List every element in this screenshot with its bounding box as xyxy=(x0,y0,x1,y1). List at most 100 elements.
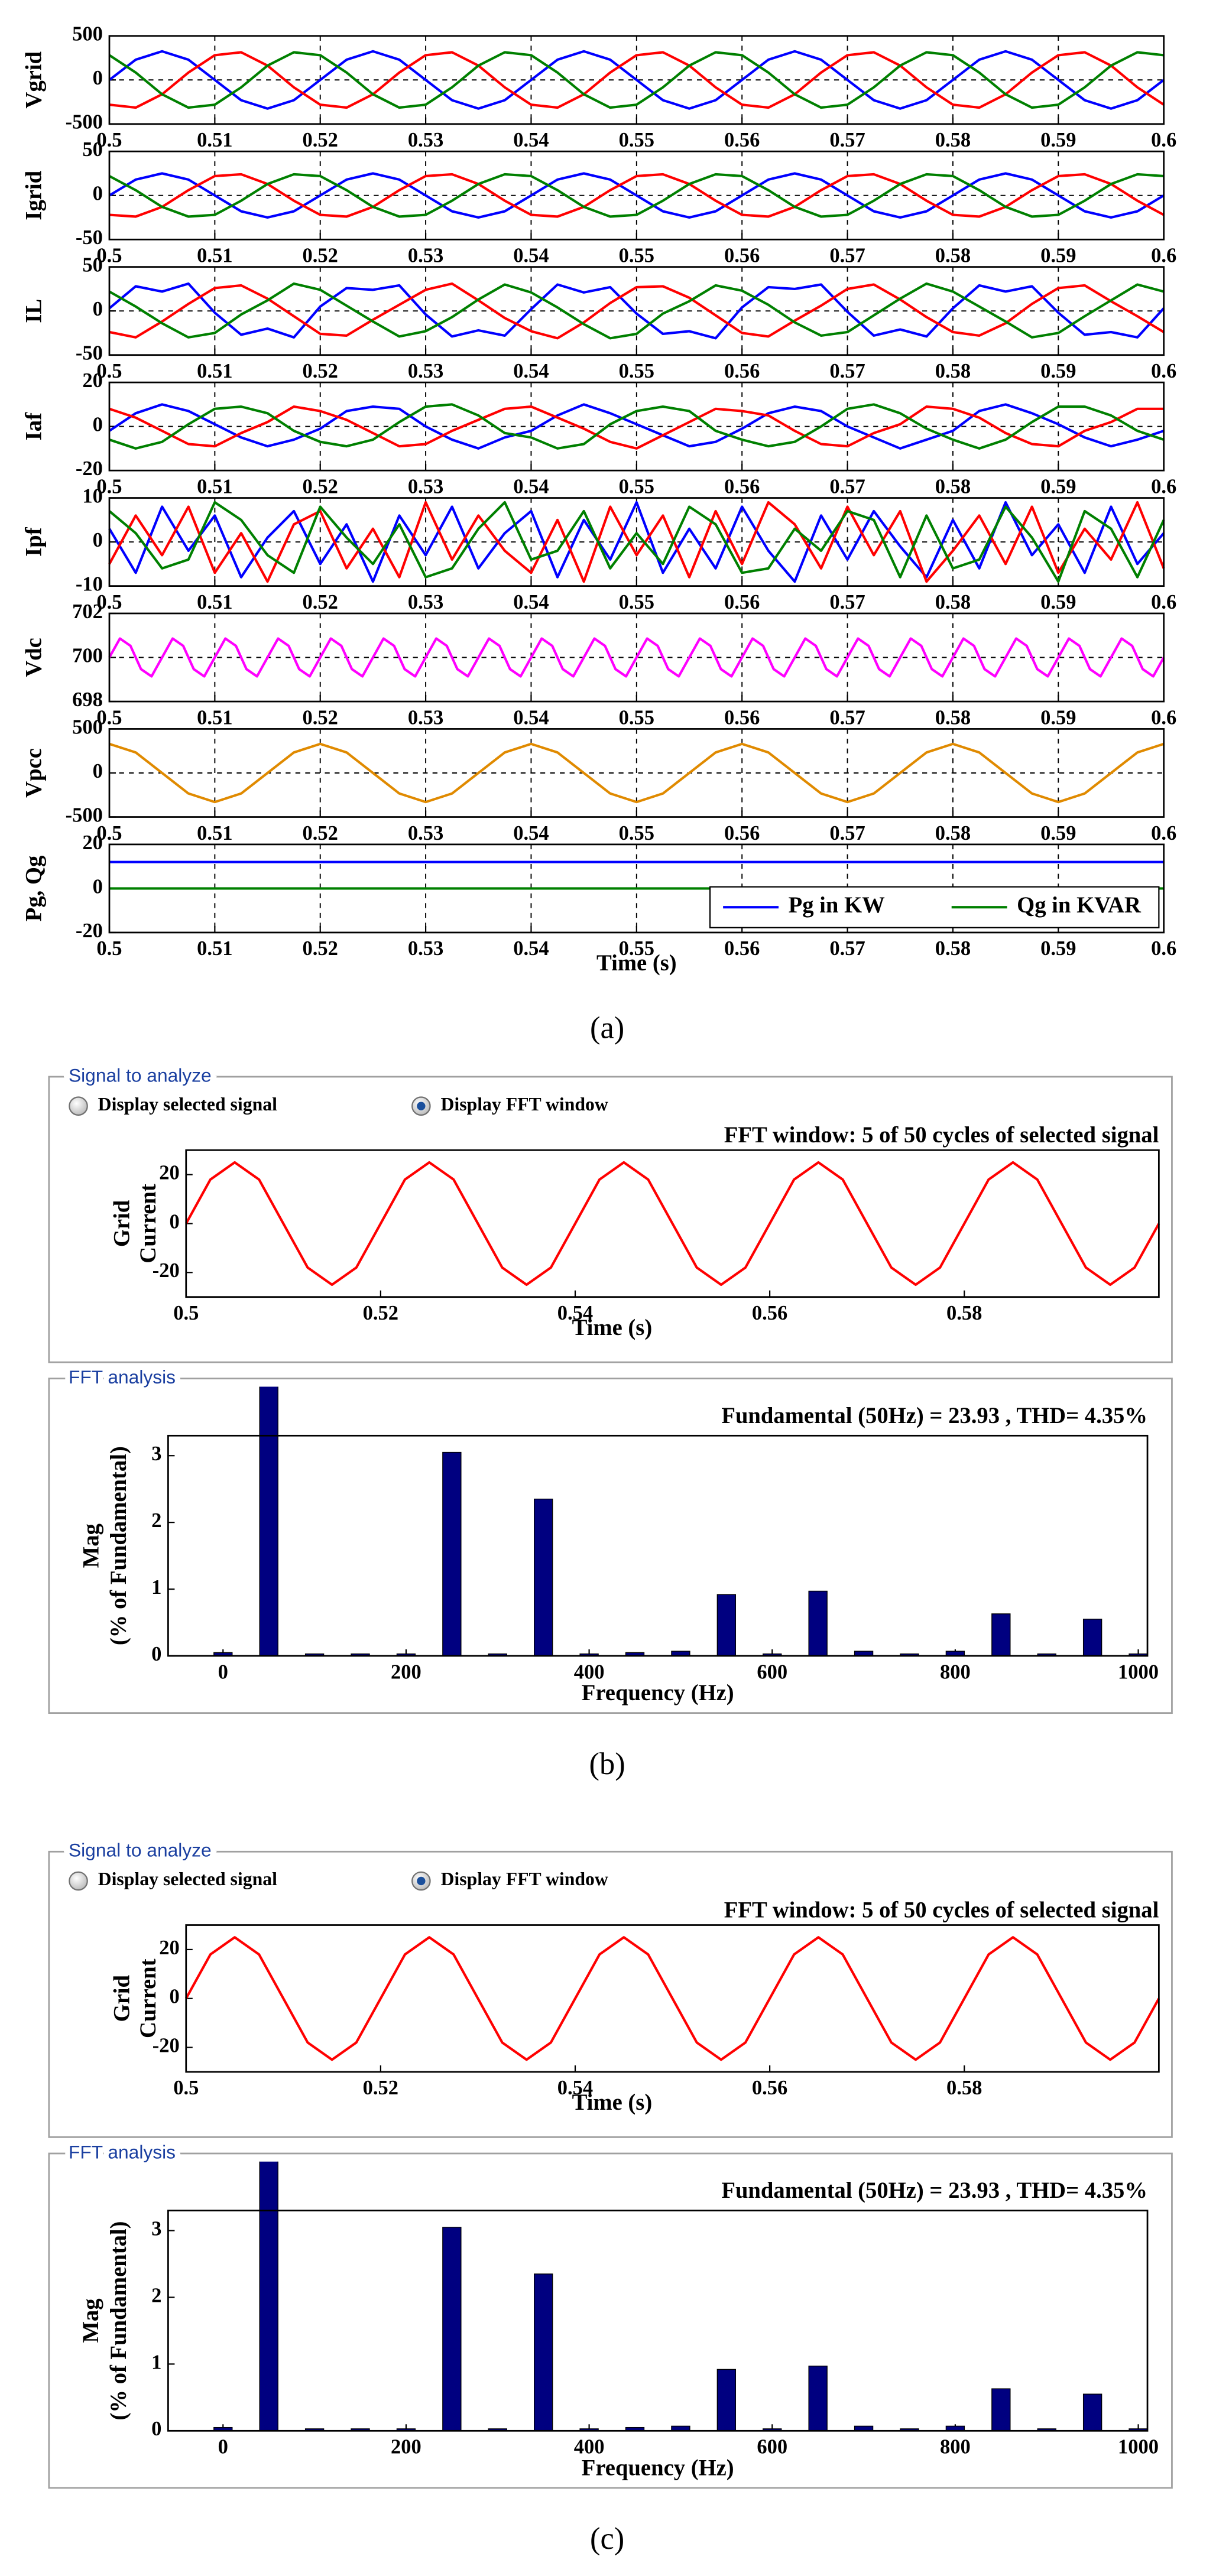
x-tick-label: 800 xyxy=(940,1661,971,1683)
bar xyxy=(808,2366,828,2431)
y-tick-label: 0 xyxy=(151,2418,161,2440)
x-tick-label: 0.57 xyxy=(829,360,865,382)
y-tick-label: 50 xyxy=(82,138,103,161)
series-line xyxy=(108,50,1165,110)
x-tick-label: 0.54 xyxy=(513,591,549,613)
y-tick-label: 702 xyxy=(72,600,103,623)
x-tick-label: 0.52 xyxy=(303,129,338,151)
y-axis-label: Iaf xyxy=(22,412,47,440)
y-axis-label: Vgrid xyxy=(22,51,47,108)
x-axis-label: Time (s) xyxy=(572,1315,653,1340)
x-tick-label: 0.54 xyxy=(513,245,549,267)
legend-label: Pg in KW xyxy=(789,893,886,918)
x-tick-label: 0.52 xyxy=(303,475,338,498)
x-tick-label: 0.57 xyxy=(829,129,865,151)
bar xyxy=(534,1498,553,1656)
chart: 0.5 0.51 0.52 0.53 0.54 0.55 0.56 0.57 0.58 0.59 0… xyxy=(22,716,1177,844)
group-title: Signal to analyze xyxy=(69,1064,212,1086)
y-tick-label: 50 xyxy=(82,254,103,277)
chart: 0.5 0.51 0.52 0.53 0.54 0.55 0.56 0.57 0.58 0.59 0… xyxy=(22,369,1177,498)
x-tick-label: 0.56 xyxy=(724,129,760,151)
chart: 0.5 0.51 0.52 0.53 0.54 0.55 0.56 0.57 0.58 0.59 0… xyxy=(22,485,1177,613)
bars xyxy=(213,2161,1148,2431)
x-tick-label: 0.54 xyxy=(513,475,549,498)
series-line xyxy=(108,501,1165,583)
radio-button[interactable] xyxy=(69,1096,88,1116)
y-tick-label: 698 xyxy=(72,688,103,711)
x-tick-label: 0.54 xyxy=(513,937,549,960)
group-title: FFT analysis xyxy=(69,1366,176,1388)
y-tick-label: 500 xyxy=(72,716,103,738)
bar xyxy=(442,1451,462,1656)
radio-label[interactable]: Display FFT window xyxy=(440,1094,608,1115)
y-tick-label: 0 xyxy=(169,1210,179,1233)
chart: 0.5 0.51 0.52 0.53 0.54 0.55 0.56 0.57 0.58 0.59 0… xyxy=(22,23,1177,151)
y-tick-label: -20 xyxy=(76,920,103,942)
series-line xyxy=(108,282,1165,340)
x-tick-label: 0.6 xyxy=(1151,129,1176,151)
x-tick-label: 0.56 xyxy=(752,1302,787,1324)
y-axis-label: (% of Fundamental) xyxy=(106,1446,131,1645)
y-tick-label: -20 xyxy=(76,457,103,480)
plot-frame xyxy=(108,843,1165,934)
series-line xyxy=(109,173,1164,218)
plot-frame xyxy=(108,150,1165,241)
x-tick-label: 0 xyxy=(218,1661,228,1683)
plot-frame xyxy=(185,1924,1160,2073)
plot-frame xyxy=(185,1149,1160,1298)
x-tick-label: 0.53 xyxy=(408,822,443,844)
x-tick-label: 0.55 xyxy=(619,822,654,844)
series-line xyxy=(108,282,1165,340)
y-axis-label: IL xyxy=(22,299,47,323)
y-tick-label: -500 xyxy=(66,111,103,134)
chart: 0.5 0.51 0.52 0.53 0.54 0.55 0.56 0.57 0.58 0.59 0… xyxy=(22,831,1177,976)
y-tick-label: 1 xyxy=(151,2351,161,2373)
bar xyxy=(259,1386,278,1656)
group-box xyxy=(48,2152,1173,2489)
x-tick-label: 0.58 xyxy=(935,245,971,267)
x-tick-label: 0.57 xyxy=(829,245,865,267)
x-tick-label: 0.51 xyxy=(197,937,232,960)
x-tick-label: 0.53 xyxy=(408,129,443,151)
x-tick-label: 0.52 xyxy=(303,360,338,382)
chart: 0.5 0.51 0.52 0.53 0.54 0.55 0.56 0.57 0.58 0.59 0… xyxy=(22,254,1177,382)
chart: 0.5 0.51 0.52 0.53 0.54 0.55 0.56 0.57 0.58 0.59 0… xyxy=(22,600,1177,729)
y-tick-label: -50 xyxy=(76,226,103,249)
radio-label[interactable]: Display selected signal xyxy=(98,1094,277,1115)
x-tick-label: 0.53 xyxy=(408,245,443,267)
x-tick-label: 0.59 xyxy=(1040,937,1076,960)
plot-area xyxy=(168,1435,1148,1656)
x-tick-label: 0.53 xyxy=(408,706,443,729)
x-tick-label: 0.5 xyxy=(96,822,122,844)
radio-button[interactable] xyxy=(69,1871,88,1891)
radio-label[interactable]: Display selected signal xyxy=(98,1869,277,1889)
chart: 0.5 0.52 0.54 0.56 0.58 -20 0 20 FFT window: 5 o… xyxy=(110,1123,1160,1340)
x-tick-label: 0.55 xyxy=(619,360,654,382)
x-tick-label: 0.52 xyxy=(303,706,338,729)
plot-area xyxy=(168,2210,1148,2431)
x-tick-label: 0.51 xyxy=(197,129,232,151)
chart: 0 200 400 600 800 1000 0 1 2 3 Fundamental (50Hz) … xyxy=(79,1386,1159,1706)
x-tick-label: 0 xyxy=(218,2436,228,2458)
x-tick-label: 0.51 xyxy=(197,822,232,844)
x-tick-label: 400 xyxy=(574,1661,605,1683)
x-tick-label: 0.52 xyxy=(363,2077,398,2099)
x-tick-label: 0.5 xyxy=(96,129,122,151)
x-tick-label: 0.6 xyxy=(1151,475,1176,498)
bars xyxy=(213,1386,1148,1656)
x-tick-label: 0.6 xyxy=(1151,591,1176,613)
x-tick-label: 800 xyxy=(940,2436,971,2458)
series-line xyxy=(108,172,1165,219)
radio-label[interactable]: Display FFT window xyxy=(440,1869,608,1889)
bar xyxy=(259,2161,278,2431)
x-tick-label: 0.55 xyxy=(619,245,654,267)
x-tick-label: 0.57 xyxy=(829,937,865,960)
x-tick-label: 0.59 xyxy=(1040,822,1076,844)
group-box xyxy=(48,1076,1173,1363)
y-tick-label: 700 xyxy=(72,644,103,667)
x-tick-label: 0.55 xyxy=(619,937,654,960)
bar xyxy=(625,2426,645,2431)
legend-box xyxy=(709,886,1160,928)
x-tick-label: 0.51 xyxy=(197,591,232,613)
